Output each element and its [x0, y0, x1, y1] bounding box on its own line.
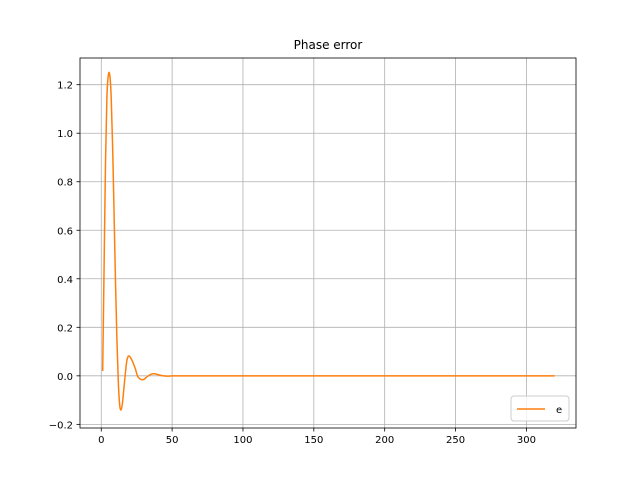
y-tick-label: 0.2	[57, 323, 73, 334]
x-tick-label: 150	[304, 435, 323, 446]
x-tick-label: 300	[517, 435, 536, 446]
legend: e	[510, 395, 570, 422]
y-tick-label: 1.2	[57, 81, 73, 92]
series-line-e	[101, 71, 555, 411]
y-tick-label: 0.4	[57, 275, 73, 286]
y-tick-label: 0.6	[57, 226, 73, 237]
legend-label-e: e	[556, 405, 562, 416]
x-tick-label: 0	[98, 435, 104, 446]
axis-ticks: 0 50 100 150 200 250 300 −0.2 0.0 0.2 0.4 0.6 0.8 1.0…	[49, 81, 536, 446]
plot-area-frame	[79, 57, 577, 429]
y-tick-label: 0.0	[57, 372, 73, 383]
y-tick-label: 0.8	[57, 178, 73, 189]
x-tick-label: 250	[446, 435, 465, 446]
series-layer	[101, 71, 555, 411]
chart-title: Phase error	[294, 38, 363, 52]
y-tick-label: −0.2	[49, 420, 73, 431]
x-tick-label: 100	[233, 435, 252, 446]
y-tick-label: 1.0	[57, 129, 73, 140]
x-tick-label: 200	[375, 435, 394, 446]
x-tick-label: 50	[166, 435, 179, 446]
